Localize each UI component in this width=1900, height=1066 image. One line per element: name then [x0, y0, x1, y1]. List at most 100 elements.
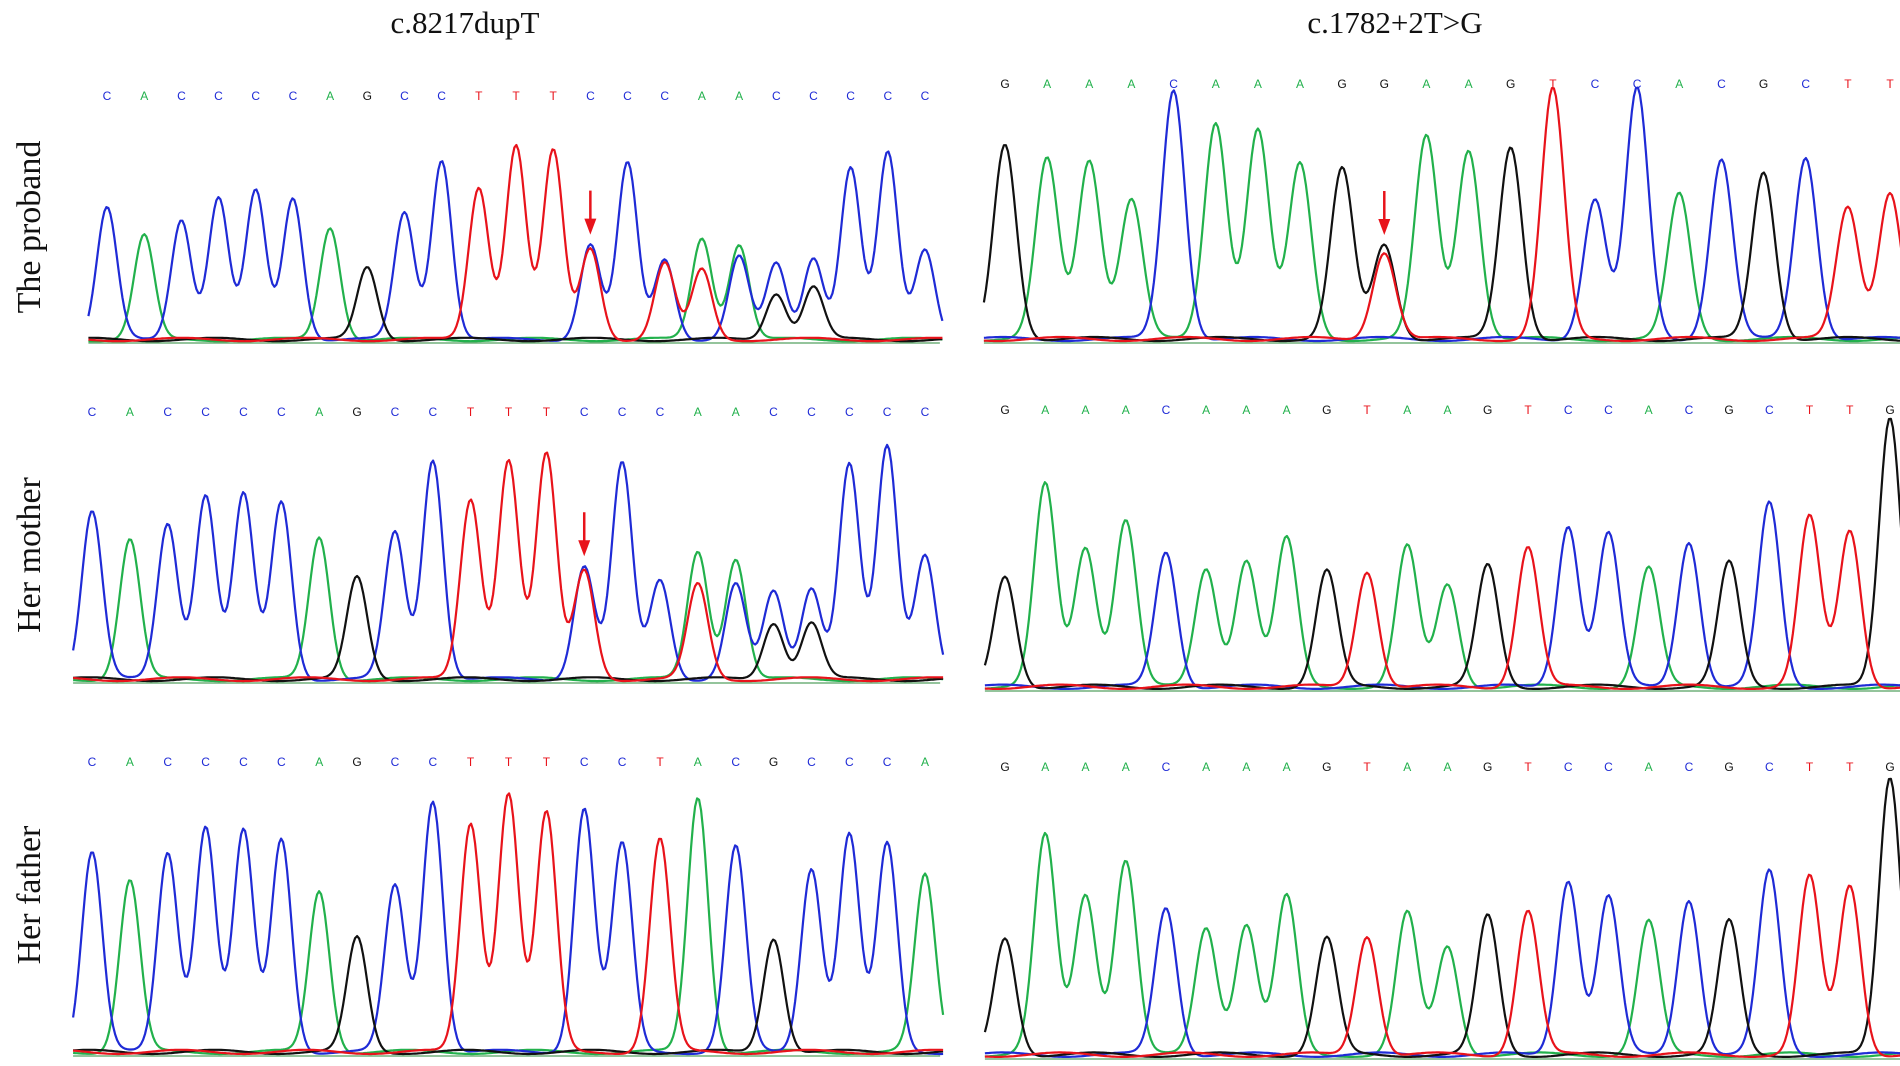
base-call-label: T — [505, 405, 513, 419]
trace-a — [88, 227, 943, 343]
base-call-label: T — [1524, 760, 1532, 774]
base-call-label: C — [391, 405, 400, 419]
base-call-label: C — [1685, 403, 1694, 417]
base-call-label: C — [846, 89, 855, 103]
base-call-label: A — [1283, 403, 1291, 417]
base-call-label: G — [1724, 760, 1733, 774]
base-call-label: C — [428, 405, 437, 419]
base-call-label: A — [1254, 77, 1262, 91]
base-call-label: T — [1806, 760, 1814, 774]
base-call-label: C — [400, 89, 409, 103]
base-call-label: G — [1380, 77, 1389, 91]
base-call-label: T — [543, 755, 551, 769]
trace-t — [73, 451, 944, 683]
base-call-label: C — [731, 755, 740, 769]
base-call-label: C — [214, 89, 223, 103]
base-call-label: C — [580, 755, 589, 769]
base-call-label: T — [512, 89, 520, 103]
base-call-label: C — [845, 755, 854, 769]
base-call-label: G — [1322, 403, 1331, 417]
base-call-label: C — [656, 405, 665, 419]
base-call-label: A — [1127, 77, 1135, 91]
trace-c — [72, 800, 944, 1056]
base-call-label: A — [1283, 760, 1291, 774]
base-call-label: T — [1844, 77, 1852, 91]
trace-t — [88, 143, 943, 343]
base-call-label: C — [289, 89, 298, 103]
mutation-arrow — [1378, 191, 1391, 235]
base-call-label: T — [505, 755, 513, 769]
column-title-c8217dupt: c.8217dupT — [391, 5, 540, 40]
base-call-label: A — [140, 89, 148, 103]
row-label-mother: Her mother — [11, 476, 48, 632]
trace-t — [983, 86, 1900, 343]
trace-t — [72, 792, 944, 1056]
base-call-label: C — [437, 89, 446, 103]
base-call-label: C — [239, 755, 248, 769]
base-call-label: A — [1081, 403, 1089, 417]
base-call-label: C — [1765, 403, 1774, 417]
base-call-label: T — [475, 89, 483, 103]
base-call-label: A — [126, 405, 134, 419]
base-call-label: A — [1202, 760, 1210, 774]
base-call-label: A — [921, 755, 929, 769]
base-call-label: T — [1846, 403, 1854, 417]
base-call-label: G — [1000, 77, 1009, 91]
base-call-label: A — [1041, 403, 1049, 417]
base-call-label: G — [1759, 77, 1768, 91]
base-call-label: C — [1633, 77, 1642, 91]
base-call-label: A — [1403, 760, 1411, 774]
base-call-label: A — [1465, 77, 1473, 91]
base-call-label: C — [103, 89, 112, 103]
base-call-label: C — [618, 405, 627, 419]
trace-a — [983, 121, 1900, 343]
base-call-label: C — [1685, 760, 1694, 774]
base-call-label: C — [883, 405, 892, 419]
base-call-label: A — [1675, 77, 1683, 91]
base-call-label: A — [694, 405, 702, 419]
base-call-label: A — [1296, 77, 1304, 91]
trace-c — [984, 500, 1900, 691]
base-call-label: C — [1765, 760, 1774, 774]
base-call-label: C — [618, 755, 627, 769]
base-call-label: C — [391, 755, 400, 769]
base-call-label: A — [1202, 403, 1210, 417]
base-call-label: C — [201, 755, 210, 769]
base-call-label: G — [363, 89, 372, 103]
base-call-label: G — [1000, 403, 1009, 417]
base-call-label: A — [1122, 760, 1130, 774]
base-call-label: C — [277, 405, 286, 419]
base-call-label: C — [428, 755, 437, 769]
base-call-label: A — [1122, 403, 1130, 417]
base-call-label: G — [1322, 760, 1331, 774]
base-call-label: T — [543, 405, 551, 419]
base-call-label: G — [1724, 403, 1733, 417]
base-call-label: C — [921, 405, 930, 419]
row-label-proband: The proband — [11, 141, 48, 314]
base-call-label: C — [580, 405, 589, 419]
base-call-label: G — [1506, 77, 1515, 91]
base-call-label: T — [1363, 760, 1371, 774]
base-call-label: A — [326, 89, 334, 103]
mutation-arrow — [584, 190, 597, 235]
base-call-label: C — [623, 89, 632, 103]
base-call-label: C — [88, 405, 97, 419]
base-call-label: G — [1483, 403, 1492, 417]
trace-c — [87, 150, 944, 342]
base-call-label: C — [1604, 403, 1613, 417]
base-call-label: C — [1564, 760, 1573, 774]
trace-g — [73, 574, 944, 683]
base-call-label: C — [1604, 760, 1613, 774]
base-call-label: C — [883, 755, 892, 769]
base-call-label: A — [735, 89, 743, 103]
base-call-label: C — [1801, 77, 1810, 91]
base-call-label: A — [1443, 760, 1451, 774]
base-call-label: C — [277, 755, 286, 769]
base-call-label: G — [352, 755, 361, 769]
base-call-label: A — [1403, 403, 1411, 417]
base-call-label: C — [251, 89, 260, 103]
